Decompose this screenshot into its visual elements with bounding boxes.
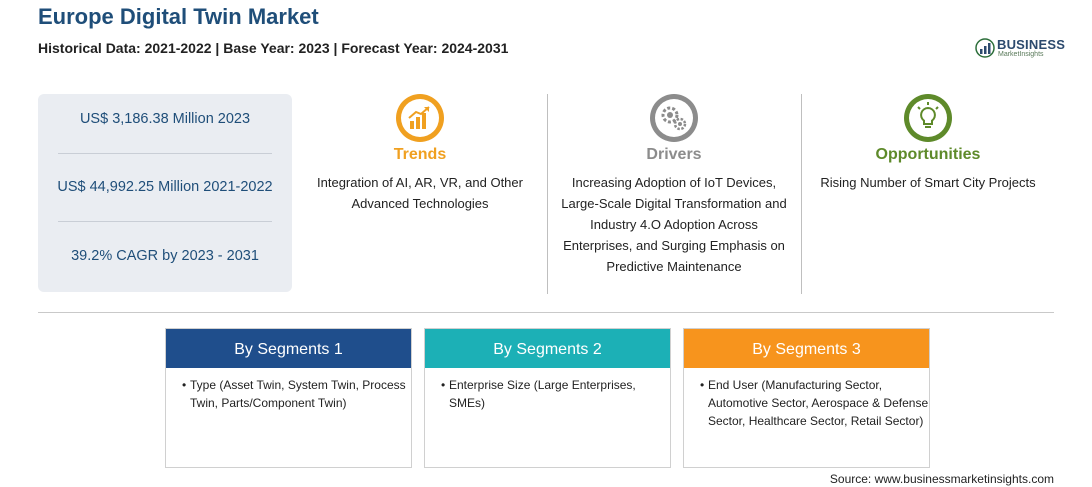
stats-panel: US$ 3,186.38 Million 2023 US$ 44,992.25 …	[38, 94, 292, 292]
stat-market-size-historical: US$ 44,992.25 Million 2021-2022	[57, 179, 273, 195]
logo-globe-icon	[975, 38, 995, 58]
column-divider	[547, 94, 548, 294]
logo-brand-text: BUSINESS	[997, 37, 1066, 52]
drivers-text: Increasing Adoption of IoT Devices, Larg…	[561, 175, 787, 274]
column-divider	[801, 94, 802, 294]
stat-cagr: 39.2% CAGR by 2023 - 2031	[71, 248, 259, 264]
list-item: End User (Manufacturing Sector, Automoti…	[700, 376, 929, 430]
list-item: Enterprise Size (Large Enterprises, SMEs…	[441, 376, 670, 412]
drivers-column: Drivers Increasing Adoption of IoT Devic…	[555, 94, 793, 277]
chart-up-icon	[396, 94, 444, 142]
opportunities-heading: Opportunities	[875, 146, 981, 163]
trends-column: Trends Integration of AI, AR, VR, and Ot…	[300, 94, 540, 214]
segment-3-heading: By Segments 3	[684, 329, 929, 368]
segment-card-2: By Segments 2 Enterprise Size (Large Ent…	[424, 328, 671, 468]
lightbulb-icon	[904, 94, 952, 142]
list-item: Type (Asset Twin, System Twin, Process T…	[182, 376, 411, 412]
segment-1-heading: By Segments 1	[166, 329, 411, 368]
trends-text: Integration of AI, AR, VR, and Other Adv…	[317, 175, 523, 211]
segment-3-list: End User (Manufacturing Sector, Automoti…	[684, 376, 929, 430]
trends-heading: Trends	[393, 146, 447, 163]
opportunities-column: Opportunities Rising Number of Smart Cit…	[808, 94, 1048, 193]
gears-icon	[650, 94, 698, 142]
logo-sub-text: MarketInsights	[998, 51, 1044, 58]
page-subtitle: Historical Data: 2021-2022 | Base Year: …	[38, 40, 509, 56]
segment-card-1: By Segments 1 Type (Asset Twin, System T…	[165, 328, 412, 468]
opportunities-text: Rising Number of Smart City Projects	[820, 175, 1036, 190]
section-divider	[38, 312, 1054, 313]
source-note: Source: www.businessmarketinsights.com	[829, 472, 1054, 486]
drivers-heading: Drivers	[646, 146, 702, 163]
segment-2-heading: By Segments 2	[425, 329, 670, 368]
segment-2-list: Enterprise Size (Large Enterprises, SMEs…	[425, 376, 670, 412]
stat-market-size-2023: US$ 3,186.38 Million 2023	[79, 111, 251, 127]
brand-logo: BUSINESS MarketInsights	[975, 36, 1065, 62]
stats-divider	[58, 153, 272, 154]
segment-card-3: By Segments 3 End User (Manufacturing Se…	[683, 328, 930, 468]
page-title: Europe Digital Twin Market	[38, 4, 319, 29]
stats-divider	[58, 221, 272, 222]
segment-1-list: Type (Asset Twin, System Twin, Process T…	[166, 376, 411, 412]
